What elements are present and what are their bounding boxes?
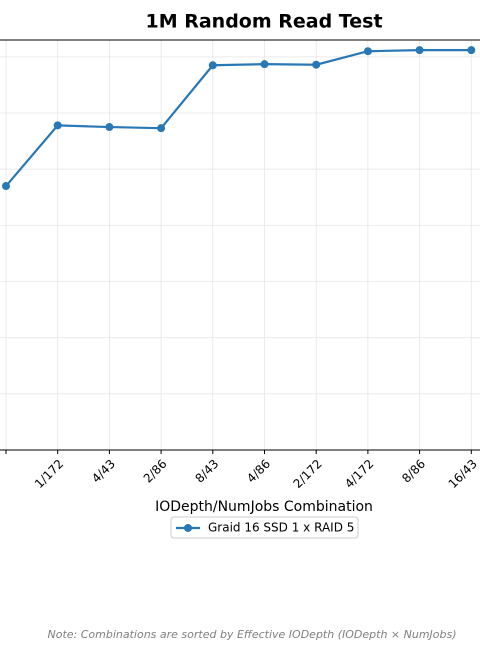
note: Note: Combinations are sorted by Effecti… — [47, 628, 456, 641]
x-tick-label: 8/43 — [192, 457, 221, 486]
data-point — [363, 47, 372, 56]
data-point — [157, 124, 166, 133]
chart-title: 1M Random Read Test — [145, 11, 382, 33]
legend-label: Graid 16 SSD 1 x RAID 5 — [208, 521, 354, 535]
data-point — [2, 182, 10, 191]
data-point — [105, 123, 114, 132]
legend-marker — [184, 524, 192, 532]
legend-box — [170, 516, 359, 539]
x-tick-label: 2/172 — [290, 457, 324, 491]
series-line — [5, 49, 472, 187]
x-tick-label: 4/86 — [244, 457, 273, 486]
x-tick-label: 4/43 — [89, 457, 118, 486]
x-axis-label: IODepth/NumJobs Combination — [155, 499, 373, 515]
x-tick-label: 2/86 — [141, 457, 170, 486]
data-point — [208, 61, 217, 70]
x-tick-label: 16/43 — [446, 457, 480, 491]
data-point — [53, 121, 62, 130]
x-tick-label: 1/172 — [32, 457, 66, 491]
x-tick-label: 8/86 — [399, 457, 428, 486]
data-point — [415, 46, 424, 55]
data-point — [260, 60, 269, 69]
data-point — [467, 46, 476, 55]
x-tick-label: 4/172 — [342, 457, 376, 491]
data-point — [312, 60, 321, 69]
